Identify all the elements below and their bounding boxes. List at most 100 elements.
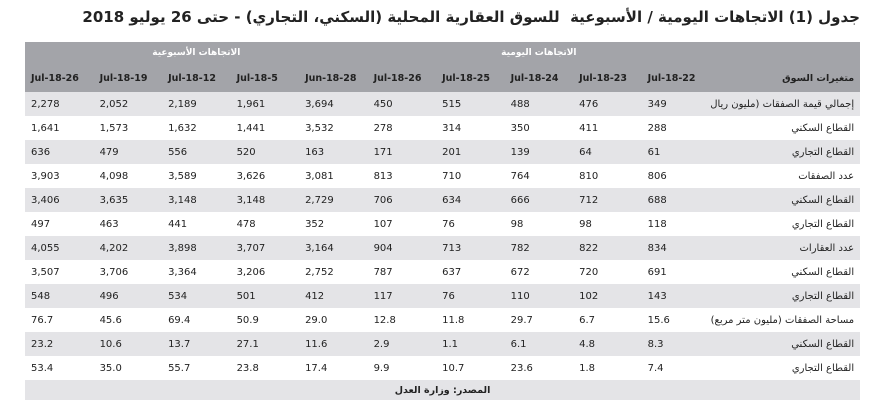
value-cell: 834 [647,242,667,254]
value-cell: 3,206 [236,266,266,278]
value-cell: 10.7 [442,362,465,374]
value-cell: 6.7 [579,314,596,326]
value-cell: 107 [373,218,393,230]
group-header: الاتجاهات الأسبوعية [152,48,241,58]
value-cell: 352 [305,218,325,230]
value-cell: 64 [579,146,592,158]
value-cell: 163 [305,146,325,158]
value-cell: 463 [99,218,119,230]
value-cell: 69.4 [168,314,191,326]
value-cell: 4.8 [579,338,596,350]
table-row: عدد الصفقات 806 810 764 710 813 3,081 3,626 3,58… [25,164,860,188]
date-header: 5-Jul-18 [236,72,278,84]
value-cell: 1,441 [236,122,266,134]
value-cell: 6.1 [510,338,527,350]
value-cell: 10.6 [99,338,122,350]
label-header: متغيرات السوق [782,72,855,84]
group-header-row: الاتجاهات اليومية الاتجاهات الأسبوعية [25,42,861,64]
value-cell: 139 [510,146,530,158]
value-cell: 488 [510,98,530,110]
value-cell: 2,052 [99,98,129,110]
table-row: عدد العقارات 834 822 782 713 904 3,164 3,707 3,8… [25,236,861,260]
date-header: 24-Jul-18 [510,72,559,84]
data-table: الاتجاهات اليومية الاتجاهات الأسبوعية مت… [25,42,861,400]
group-header: الاتجاهات اليومية [501,48,577,58]
value-cell: 55.7 [168,362,191,374]
value-cell: 806 [647,170,667,182]
value-cell: 350 [510,122,530,134]
date-header: 22-Jul-18 [647,72,696,84]
row-label: القطاع التجاري [791,362,855,374]
value-cell: 23.2 [31,338,54,350]
value-cell: 98 [579,218,592,230]
value-cell: 787 [373,266,393,278]
row-label: القطاع السكني [791,122,855,134]
value-cell: 11.8 [442,314,465,326]
value-cell: 76.7 [31,314,54,326]
row-label: القطاع السكني [791,266,855,278]
footer-row: المصدر: وزارة العدل [25,380,861,400]
value-cell: 117 [373,290,393,302]
value-cell: 1,632 [168,122,197,134]
value-cell: 110 [510,290,530,302]
value-cell: 2.9 [373,338,390,350]
value-cell: 76 [442,218,455,230]
value-cell: 45.6 [99,314,122,326]
value-cell: 2,729 [305,194,334,206]
row-label: القطاع التجاري [791,218,855,230]
value-cell: 496 [99,290,119,302]
value-cell: 636 [31,146,51,158]
value-cell: 3,898 [168,242,197,254]
value-cell: 534 [168,290,188,302]
value-cell: 3,903 [31,170,60,182]
value-cell: 411 [579,122,599,134]
table-row: القطاع السكني 688 712 666 634 706 2,729 3,148 3,… [25,188,861,212]
value-cell: 720 [579,266,599,278]
date-header: 26-Jul-18 [373,72,422,84]
value-cell: 76 [442,290,455,302]
row-label: مساحة الصفقات (مليون متر مربع) [710,314,855,326]
value-cell: 3,406 [31,194,60,206]
value-cell: 17.4 [305,362,328,374]
value-cell: 35.0 [99,362,122,374]
value-cell: 501 [236,290,256,302]
value-cell: 666 [510,194,530,206]
value-cell: 441 [168,218,188,230]
row-label: عدد العقارات [799,242,855,254]
value-cell: 478 [236,218,256,230]
value-cell: 476 [579,98,599,110]
value-cell: 764 [510,170,530,182]
value-cell: 8.3 [647,338,664,350]
value-cell: 12.8 [373,314,396,326]
value-cell: 479 [99,146,119,158]
value-cell: 4,202 [99,242,129,254]
value-cell: 4,098 [99,170,129,182]
row-label: إجمالي قيمة الصفقات (مليون ريال) [710,98,855,110]
value-cell: 4,055 [31,242,60,254]
value-cell: 3,507 [31,266,60,278]
date-header: 23-Jul-18 [579,72,628,84]
value-cell: 278 [373,122,393,134]
value-cell: 201 [442,146,462,158]
value-cell: 53.4 [31,362,54,374]
value-cell: 1,573 [99,122,129,134]
value-cell: 29.7 [510,314,533,326]
value-cell: 634 [442,194,462,206]
value-cell: 822 [579,242,599,254]
value-cell: 3,589 [168,170,197,182]
value-cell: 706 [373,194,393,206]
value-cell: 3,364 [168,266,197,278]
value-cell: 810 [579,170,599,182]
row-label: القطاع التجاري [791,290,855,302]
value-cell: 29.0 [305,314,328,326]
value-cell: 3,626 [236,170,266,182]
value-cell: 782 [510,242,530,254]
value-cell: 2,278 [31,98,60,110]
value-cell: 691 [647,266,667,278]
value-cell: 688 [647,194,667,206]
table-row: القطاع السكني 288 411 350 314 278 3,532 1,441 1,… [25,116,860,140]
date-header: 26-Jul-18 [31,72,79,84]
value-cell: 143 [647,290,667,302]
value-cell: 3,635 [99,194,129,206]
